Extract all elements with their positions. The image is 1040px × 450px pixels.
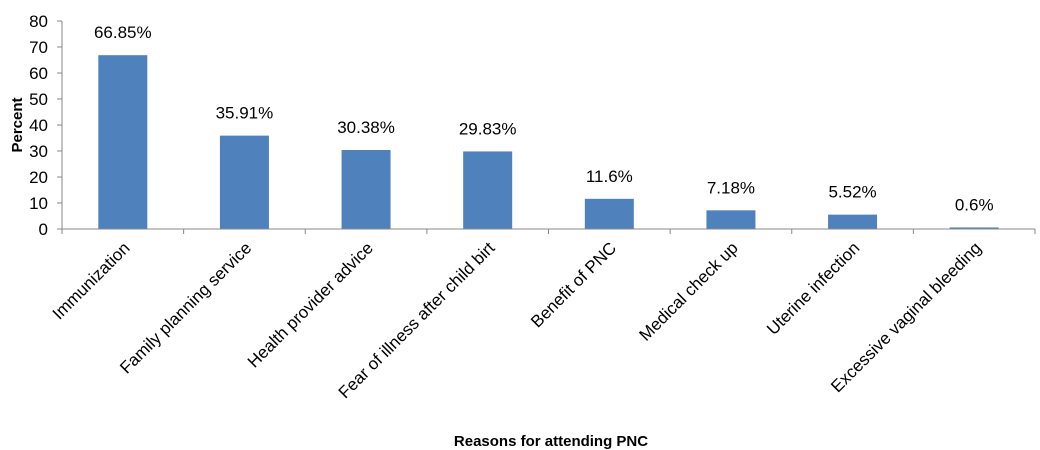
- category-label: Medical check up: [635, 238, 741, 344]
- x-axis-title: Reasons for attending PNC: [454, 433, 648, 450]
- y-tick-label: 20: [29, 168, 48, 187]
- bar: [98, 55, 148, 229]
- y-tick-label: 40: [29, 116, 48, 135]
- data-label: 29.83%: [459, 119, 517, 138]
- data-label: 35.91%: [216, 104, 274, 123]
- y-tick-label: 30: [29, 142, 48, 161]
- data-labels: 66.85% 35.91% 30.38% 29.83% 11.6% 7.18% 5.52% 0…: [94, 23, 994, 214]
- data-label: 11.6%: [586, 167, 633, 186]
- y-tick-label: 10: [29, 194, 48, 213]
- bar: [219, 135, 269, 229]
- category-label: Family planning service: [116, 238, 255, 377]
- y-tick-label: 0: [39, 220, 48, 239]
- data-label: 7.18%: [707, 178, 755, 197]
- y-axis-title: Percent: [9, 97, 26, 152]
- category-label: Immunization: [49, 238, 134, 323]
- y-tick-label: 70: [29, 38, 48, 57]
- data-label: 0.6%: [955, 195, 994, 214]
- data-label: 66.85%: [94, 23, 152, 42]
- data-label: 30.38%: [337, 118, 395, 137]
- category-label: Benefit of PNC: [527, 238, 620, 331]
- bar: [463, 151, 513, 229]
- data-label: 5.52%: [828, 183, 876, 202]
- y-axis-ticks: 0 10 20 30 40 50 60 70 80: [29, 12, 1036, 239]
- bar: [341, 150, 391, 229]
- bar: [584, 198, 634, 229]
- y-tick-label: 60: [29, 64, 48, 83]
- category-label: Health provider advice: [244, 238, 377, 371]
- category-label: Uterine infection: [763, 238, 863, 338]
- y-tick-label: 80: [29, 12, 48, 31]
- bars: [98, 55, 999, 229]
- bar: [949, 227, 999, 229]
- bar: [828, 214, 878, 229]
- y-tick-label: 50: [29, 90, 48, 109]
- bar: [706, 210, 756, 229]
